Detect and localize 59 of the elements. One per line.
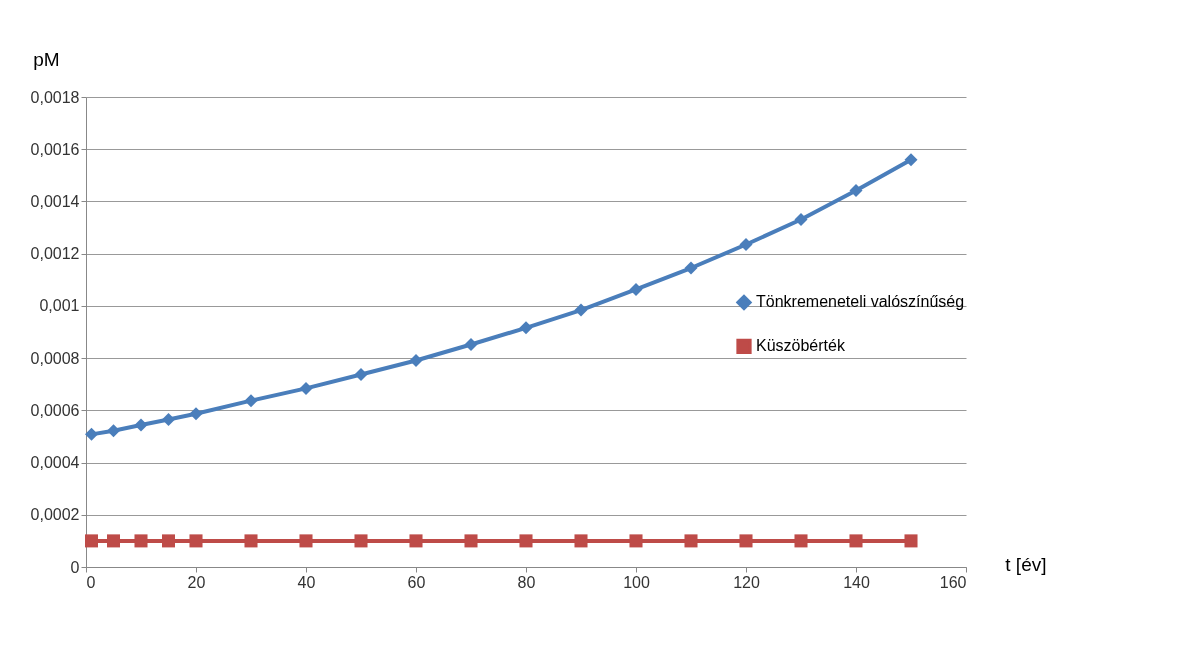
point <box>574 534 588 548</box>
point <box>629 534 643 548</box>
point <box>189 407 203 421</box>
point <box>849 183 863 197</box>
point <box>409 353 423 367</box>
point <box>794 534 808 548</box>
y-axis-title: pM <box>33 48 60 70</box>
y-tick-label: 0,0004 <box>30 454 80 472</box>
point <box>161 534 176 548</box>
point <box>161 412 176 426</box>
x-tick-label: 60 <box>407 573 426 591</box>
x-tick-label: 0 <box>86 573 96 591</box>
point <box>519 321 533 335</box>
point <box>106 534 121 548</box>
point <box>84 427 99 441</box>
y-tick-label: 0,0008 <box>30 349 80 367</box>
point <box>684 261 698 275</box>
point <box>134 534 148 548</box>
point <box>134 418 148 432</box>
x-tick-label: 120 <box>733 573 760 591</box>
x-tick-label: 80 <box>517 573 536 591</box>
point <box>84 534 99 548</box>
point <box>464 338 478 352</box>
y-tick-label: 0,001 <box>39 297 80 315</box>
point <box>904 153 918 167</box>
point <box>684 534 698 548</box>
point <box>849 534 863 548</box>
x-axis-title: t [év] <box>1005 553 1047 575</box>
point <box>354 534 368 548</box>
point <box>629 282 643 296</box>
point <box>106 424 121 438</box>
y-tick-label: 0,0018 <box>30 88 80 106</box>
y-tick-label: 0,0012 <box>30 245 80 263</box>
point <box>244 394 258 408</box>
legend-label: Küszöbérték <box>756 337 846 355</box>
y-tick-label: 0,0016 <box>30 140 80 158</box>
legend-label: Tönkremeneteli valószínűség <box>756 293 965 311</box>
point <box>739 238 753 252</box>
point <box>189 534 203 548</box>
x-tick-label: 160 <box>939 573 967 591</box>
x-tick-label: 140 <box>843 573 870 591</box>
x-tick-label: 40 <box>297 573 316 591</box>
point <box>409 534 423 548</box>
point <box>299 534 313 548</box>
point <box>299 381 313 395</box>
point <box>904 534 918 548</box>
y-tick-label: 0,0006 <box>30 401 80 419</box>
point <box>354 368 368 382</box>
point <box>794 212 808 226</box>
x-tick-label: 20 <box>187 573 206 591</box>
point <box>739 534 753 548</box>
y-tick-label: 0 <box>70 558 80 576</box>
x-tick-label: 100 <box>623 573 650 591</box>
point <box>574 303 588 317</box>
point <box>464 534 478 548</box>
point <box>244 534 258 548</box>
point <box>519 534 533 548</box>
y-tick-label: 0,0014 <box>30 192 80 210</box>
y-tick-label: 0,0002 <box>30 506 80 524</box>
